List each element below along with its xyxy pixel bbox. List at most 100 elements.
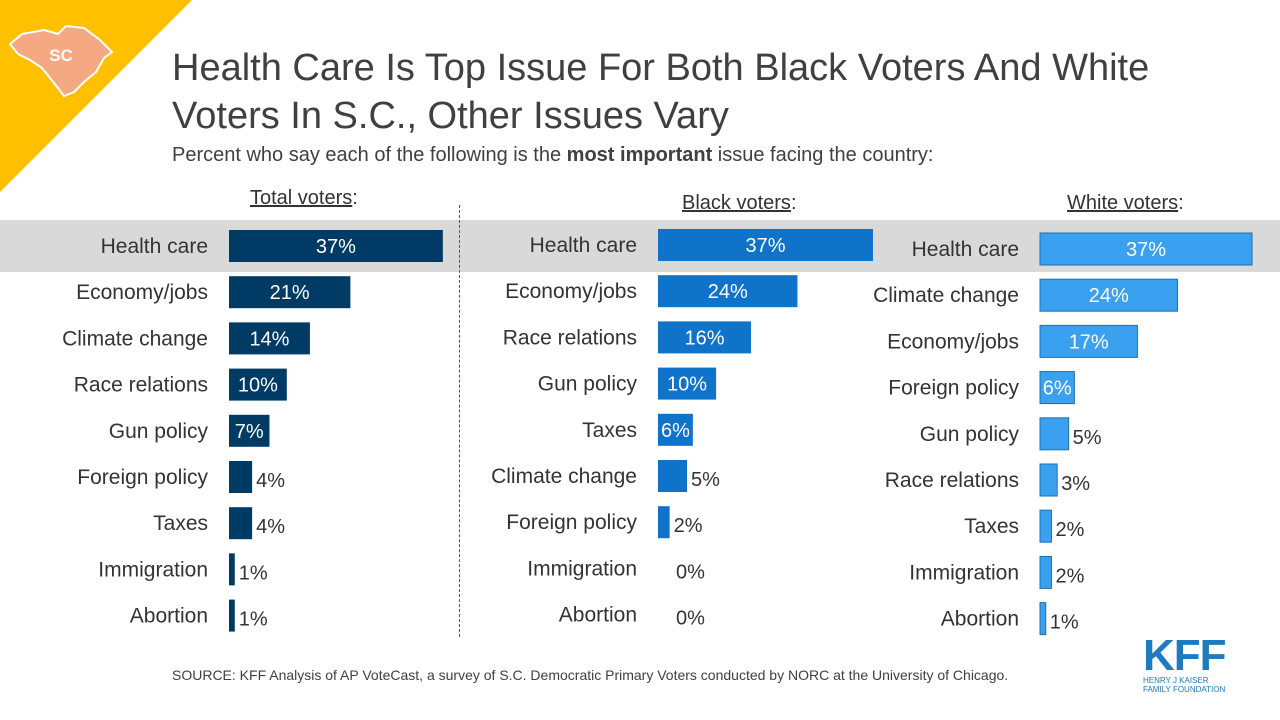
chart-white-voters: Health care 37% Climate change 24% Economy/j… xyxy=(873,232,1253,636)
category-label: Economy/jobs xyxy=(887,330,1019,353)
bar xyxy=(1039,509,1052,543)
category-label: Abortion xyxy=(130,605,208,628)
panel-title-white-text: White voters xyxy=(1067,192,1179,214)
bar xyxy=(658,275,798,308)
value-label: 2% xyxy=(1055,565,1084,587)
chart-total-voters: Health care 37% Economy/jobs 21% Climate cha… xyxy=(62,230,443,632)
value-label: 10% xyxy=(238,375,278,397)
category-label: Abortion xyxy=(559,604,637,627)
bar xyxy=(1039,555,1052,589)
panel-title-total-text: Total voters xyxy=(250,187,353,209)
bar xyxy=(658,460,688,492)
bar xyxy=(229,414,270,447)
subtitle-text-start: Percent who say each of the following is… xyxy=(172,144,567,166)
category-label: Economy/jobs xyxy=(505,280,637,303)
bar xyxy=(658,506,670,539)
value-label: 5% xyxy=(691,469,720,491)
bar xyxy=(229,507,253,540)
bar xyxy=(1039,417,1070,451)
value-label: 7% xyxy=(235,421,264,443)
value-label: 17% xyxy=(1069,331,1109,353)
panel-title-total: Total voters: xyxy=(250,187,358,209)
value-label: 5% xyxy=(1073,427,1102,449)
page-title: Health Care Is Top Issue For Both Black … xyxy=(172,47,1150,137)
category-label: Gun policy xyxy=(538,373,638,396)
category-label: Economy/jobs xyxy=(76,281,208,304)
logo-mark: KFF xyxy=(1143,631,1227,680)
bar xyxy=(1039,371,1075,405)
bar xyxy=(658,367,717,400)
value-label: 1% xyxy=(1050,612,1079,634)
category-label: Health care xyxy=(912,238,1019,261)
value-label: 6% xyxy=(661,420,690,442)
value-label: 4% xyxy=(256,516,285,538)
category-label: Taxes xyxy=(153,512,208,535)
category-label: Race relations xyxy=(74,374,208,397)
state-badge: SC xyxy=(0,0,192,192)
value-label: 0% xyxy=(676,608,705,630)
bar xyxy=(229,276,351,309)
panel-title-white: White voters: xyxy=(1067,192,1184,214)
source-note: SOURCE: KFF Analysis of AP VoteCast, a s… xyxy=(172,667,1009,683)
bar xyxy=(229,599,235,632)
chart-black-voters: Health care 37% Economy/jobs 24% Race relati… xyxy=(491,229,873,630)
subtitle-text-end: issue facing the country: xyxy=(712,144,934,166)
value-label: 4% xyxy=(256,470,285,492)
category-label: Abortion xyxy=(941,608,1019,631)
bar xyxy=(229,368,287,401)
category-label: Climate change xyxy=(491,465,637,488)
south-carolina-icon xyxy=(8,24,114,98)
logo-line-1: HENRY J KAISER xyxy=(1143,676,1209,685)
bar xyxy=(229,461,253,493)
bar xyxy=(658,413,693,446)
subtitle: Percent who say each of the following is… xyxy=(172,144,933,167)
value-label: 10% xyxy=(667,374,707,396)
category-label: Gun policy xyxy=(920,423,1020,446)
value-label: 16% xyxy=(684,327,724,349)
value-label: 1% xyxy=(239,609,268,631)
category-label: Immigration xyxy=(98,558,208,581)
bar xyxy=(229,230,443,262)
bar xyxy=(1039,602,1047,636)
category-label: Gun policy xyxy=(109,420,209,443)
bar xyxy=(1039,324,1138,358)
value-label: 37% xyxy=(316,236,356,258)
bar xyxy=(658,229,873,261)
bar xyxy=(229,322,310,355)
category-label: Foreign policy xyxy=(888,377,1019,400)
value-label: 6% xyxy=(1043,378,1072,400)
bar xyxy=(658,321,751,354)
panel-divider xyxy=(459,205,460,637)
category-label: Immigration xyxy=(527,557,637,580)
category-label: Foreign policy xyxy=(506,511,637,534)
value-label: 2% xyxy=(674,515,703,537)
value-label: 21% xyxy=(270,282,310,304)
category-label: Race relations xyxy=(503,326,637,349)
value-label: 1% xyxy=(239,562,268,584)
value-label: 37% xyxy=(1126,239,1166,261)
category-label: Taxes xyxy=(964,515,1019,538)
value-label: 2% xyxy=(1055,519,1084,541)
bar xyxy=(1039,232,1253,266)
value-label: 24% xyxy=(708,281,748,303)
panel-title-black: Black voters: xyxy=(682,192,797,214)
category-label: Foreign policy xyxy=(77,466,208,489)
value-label: 3% xyxy=(1061,473,1090,495)
bar xyxy=(1039,278,1179,312)
logo-line-2: FAMILY FOUNDATION xyxy=(1143,685,1226,694)
bar xyxy=(1039,463,1058,497)
kff-logo: KFF HENRY J KAISER FAMILY FOUNDATION xyxy=(1143,631,1239,698)
category-label: Health care xyxy=(101,235,208,258)
value-label: 24% xyxy=(1089,285,1129,307)
state-abbrev: SC xyxy=(49,46,73,65)
value-label: 37% xyxy=(745,235,785,257)
category-label: Taxes xyxy=(582,419,637,442)
panel-title-black-text: Black voters xyxy=(682,192,791,214)
category-label: Immigration xyxy=(909,561,1019,584)
value-label: 0% xyxy=(676,561,705,583)
subtitle-emphasis: most important xyxy=(566,144,713,166)
bar xyxy=(229,553,235,586)
value-label: 14% xyxy=(249,328,289,350)
category-label: Race relations xyxy=(885,469,1019,492)
